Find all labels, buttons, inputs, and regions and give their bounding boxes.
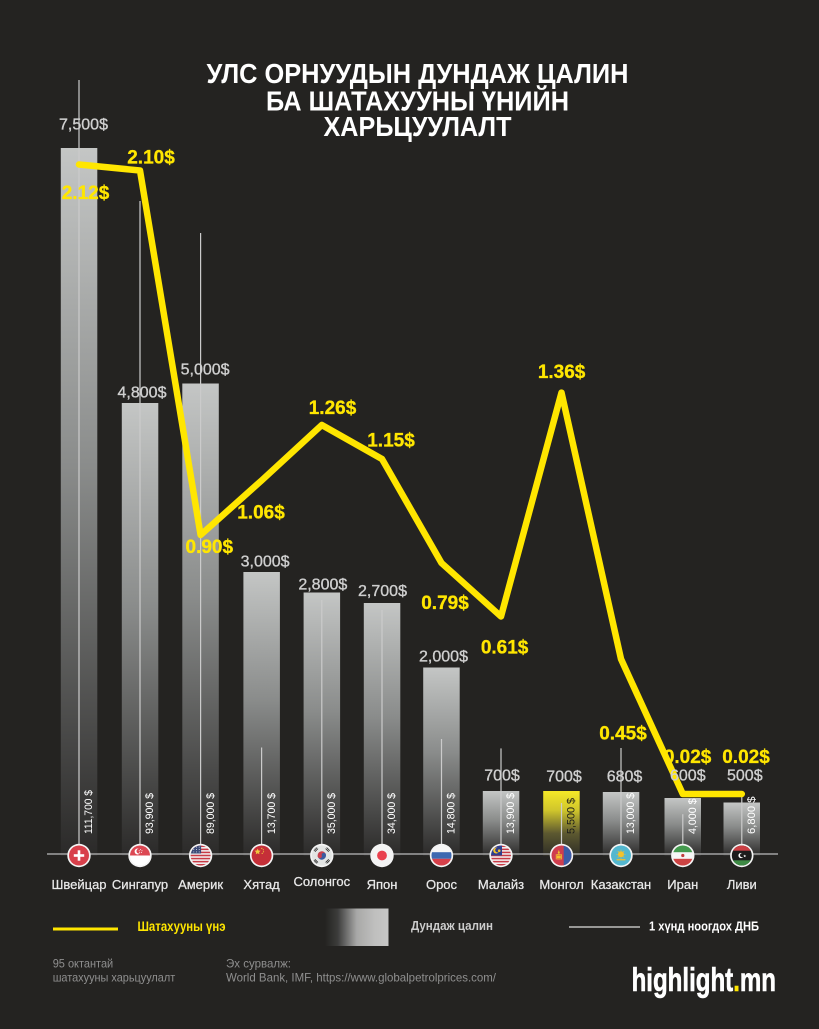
svg-text:Дундаж цалин: Дундаж цалин <box>411 919 493 933</box>
svg-text:4,800$: 4,800$ <box>118 385 167 402</box>
svg-text:шатахууны харьцуулалт: шатахууны харьцуулалт <box>53 971 176 985</box>
svg-text:2,700$: 2,700$ <box>358 583 407 600</box>
svg-text:Орос: Орос <box>426 877 458 892</box>
svg-text:Малайз: Малайз <box>478 877 524 892</box>
svg-text:Швейцар: Швейцар <box>51 877 106 892</box>
svg-text:500$: 500$ <box>727 768 763 785</box>
svg-text:Иран: Иран <box>667 877 698 892</box>
svg-text:13,900 $: 13,900 $ <box>505 792 517 834</box>
svg-text:1.36$: 1.36$ <box>538 362 586 383</box>
svg-text:7,500$: 7,500$ <box>59 117 108 134</box>
svg-text:2,800$: 2,800$ <box>298 577 347 594</box>
svg-text:5,000$: 5,000$ <box>181 362 230 379</box>
svg-text:1 хүнд ноогдох ДНБ: 1 хүнд ноогдох ДНБ <box>649 920 759 934</box>
svg-text:0.61$: 0.61$ <box>481 638 529 659</box>
svg-text:Хятад: Хятад <box>243 877 280 892</box>
svg-text:13,700 $: 13,700 $ <box>266 792 278 834</box>
svg-text:Монгол: Монгол <box>539 877 583 892</box>
svg-text:0.90$: 0.90$ <box>186 537 234 558</box>
svg-text:0.45$: 0.45$ <box>599 724 647 745</box>
svg-text:600$: 600$ <box>670 768 706 785</box>
svg-text:Сингапур: Сингапур <box>112 877 168 892</box>
svg-text:1.26$: 1.26$ <box>309 398 357 419</box>
svg-text:World Bank, IMF, https://www.g: World Bank, IMF, https://www.globalpetro… <box>226 971 497 985</box>
svg-text:Казакстан: Казакстан <box>591 877 651 892</box>
svg-text:0.79$: 0.79$ <box>421 593 469 614</box>
svg-text:700$: 700$ <box>546 769 582 786</box>
svg-text:1.15$: 1.15$ <box>367 431 415 452</box>
svg-text:34,000 $: 34,000 $ <box>386 792 398 834</box>
svg-text:Шатахууны үнэ: Шатахууны үнэ <box>138 919 226 934</box>
svg-text:680$: 680$ <box>607 769 643 786</box>
svg-text:89,000 $: 89,000 $ <box>205 792 217 834</box>
svg-text:1.06$: 1.06$ <box>237 503 285 524</box>
svg-text:Эх сурвалж:: Эх сурвалж: <box>226 957 291 971</box>
svg-text:Америк: Америк <box>178 877 223 892</box>
svg-text:highlight.mn: highlight.mn <box>632 962 776 999</box>
svg-text:2.10$: 2.10$ <box>127 148 175 169</box>
svg-text:4,000 $: 4,000 $ <box>687 798 699 834</box>
svg-text:УЛС ОРНУУДЫН ДУНДАЖ ЦАЛИН: УЛС ОРНУУДЫН ДУНДАЖ ЦАЛИН <box>207 58 629 89</box>
svg-text:700$: 700$ <box>484 768 520 785</box>
svg-text:13,000 $: 13,000 $ <box>625 792 637 834</box>
svg-text:95 октантай: 95 октантай <box>53 957 113 971</box>
svg-text:0.02$: 0.02$ <box>722 747 770 768</box>
svg-text:5,500 $: 5,500 $ <box>566 797 578 834</box>
svg-text:2,000$: 2,000$ <box>419 649 468 666</box>
svg-text:14,800 $: 14,800 $ <box>446 792 458 834</box>
svg-text:ХАРЬЦУУЛАЛТ: ХАРЬЦУУЛАЛТ <box>324 111 512 142</box>
svg-text:93,900 $: 93,900 $ <box>144 792 156 834</box>
svg-text:35,000 $: 35,000 $ <box>326 792 338 834</box>
svg-text:2.12$: 2.12$ <box>62 183 110 204</box>
svg-text:Япон: Япон <box>367 877 398 892</box>
svg-text:БА ШАТАХУУНЫ ҮНИЙН: БА ШАТАХУУНЫ ҮНИЙН <box>266 85 569 117</box>
svg-text:Солонгос: Солонгос <box>293 874 350 889</box>
svg-text:6,800 $: 6,800 $ <box>746 796 758 834</box>
svg-text:0.02$: 0.02$ <box>664 747 712 768</box>
svg-text:3,000$: 3,000$ <box>241 554 290 571</box>
svg-text:111,700 $: 111,700 $ <box>83 789 95 834</box>
svg-text:Ливи: Ливи <box>727 877 757 892</box>
